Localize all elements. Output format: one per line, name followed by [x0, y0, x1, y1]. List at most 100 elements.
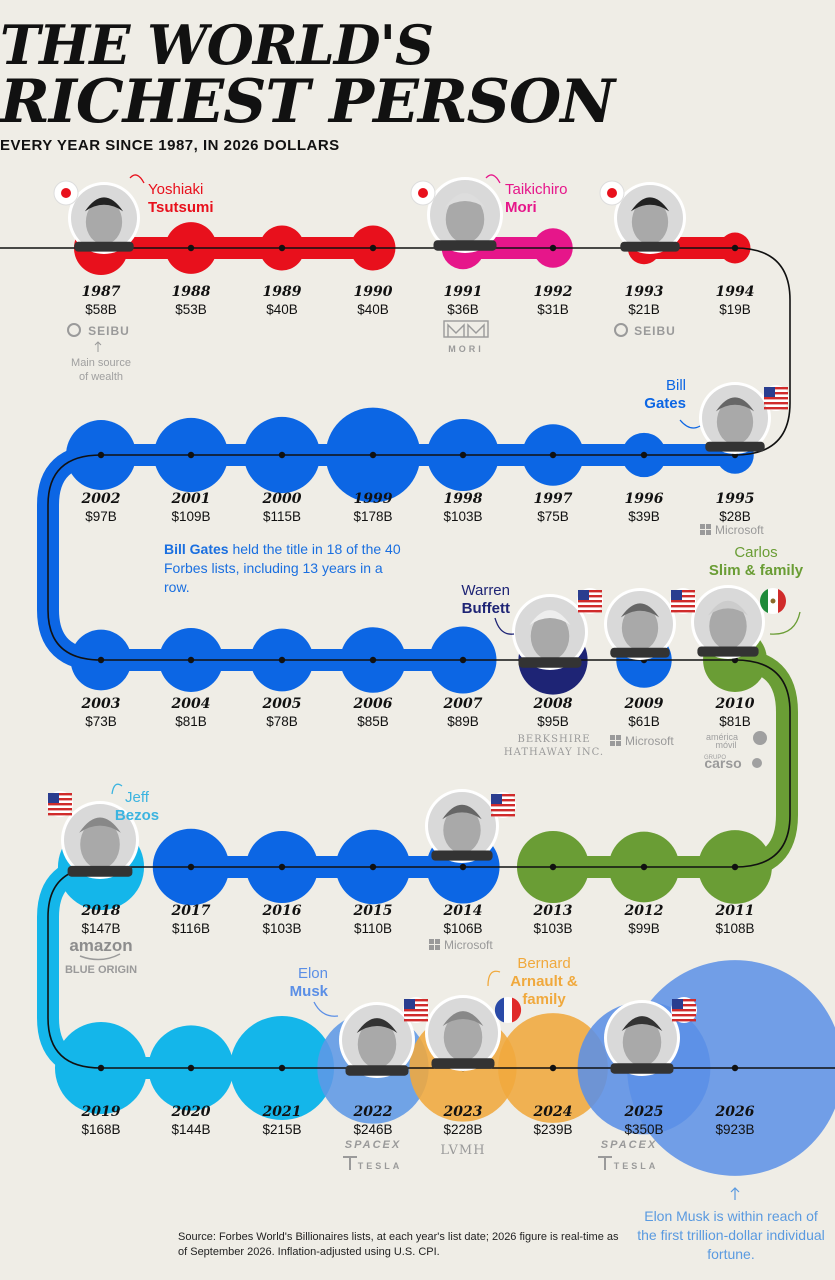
arrow-musk — [313, 1001, 339, 1017]
year-label-1996: 1996 — [625, 491, 664, 507]
year-label-2003: 2003 — [81, 696, 121, 712]
timeline-line — [0, 247, 835, 1069]
tesla-mark-icon-2022 — [343, 1156, 357, 1170]
dot-1994 — [731, 244, 739, 252]
year-label-1999: 1999 — [354, 491, 393, 507]
usa-flag-icon-2022-canton — [404, 999, 415, 1009]
microsoft-logo-2014-sq3 — [429, 945, 434, 950]
america-movil-logo-line2: móvil — [715, 740, 736, 750]
microsoft-logo-1995-sq1 — [700, 524, 705, 529]
gates-portrait-2014-hair — [442, 804, 482, 820]
america-movil-mark-icon — [753, 731, 767, 745]
person-last-slim: Slim & family — [709, 562, 804, 579]
dot-2019 — [97, 1064, 105, 1072]
amazon-smile-icon — [79, 953, 121, 961]
dot-2012 — [640, 863, 648, 871]
tsutsumi-portrait-1993-shoulders — [620, 241, 680, 252]
value-label-2009: $61B — [628, 714, 660, 729]
bezos-portrait-2018-shoulders — [67, 865, 133, 877]
japan-flag-icon-1991-sun — [418, 188, 428, 198]
usa-flag-icon-2025-stripe-4 — [672, 1019, 696, 1022]
musk-trillion-note: Elon Musk is within reach of the first t… — [637, 1208, 825, 1262]
arrow-slim — [769, 611, 801, 635]
microsoft-logo-1995-text: Microsoft — [715, 523, 764, 537]
usa-flag-icon-2009-stripe-4 — [671, 610, 695, 613]
usa-flag-icon-2025-stripe-2 — [672, 1009, 696, 1012]
microsoft-logo-2014-sq4 — [435, 945, 440, 950]
logo-layer: SEIBU Main source of wealth MORI SEIBU Micros… — [65, 320, 767, 1200]
tsutsumi-portrait-1987 — [68, 182, 140, 254]
value-label-1995: $28B — [719, 509, 751, 524]
person-last-arnault: Arnault & — [510, 973, 578, 990]
mori-portrait-1991 — [427, 177, 503, 253]
buffett-portrait-2008-hair — [529, 610, 571, 625]
usa-flag-icon-2018-stripe-3 — [48, 808, 72, 811]
person-last-bezos: Bezos — [115, 807, 159, 824]
spacex-logo-2025: SPACEX — [601, 1139, 657, 1151]
value-label-2017: $116B — [172, 921, 210, 936]
japan-flag-icon-1993-sun — [607, 188, 617, 198]
year-label-2019: 2019 — [81, 1104, 121, 1120]
dot-2013 — [549, 863, 557, 871]
buffett-portrait-2008-shoulders — [518, 657, 582, 668]
year-label-2013: 2013 — [533, 903, 573, 919]
usa-flag-icon-1995-stripe-0 — [764, 387, 788, 390]
seibu-logo-1993: SEIBU — [634, 324, 676, 338]
value-label-2001: $109B — [171, 509, 210, 524]
musk-portrait-2025-face — [622, 1018, 662, 1066]
musk-portrait-2022-face — [357, 1020, 397, 1068]
gates-portrait-2009-face — [621, 605, 659, 651]
value-label-1999: $178B — [353, 509, 392, 524]
person-first-mori: Taikichiro — [505, 181, 568, 198]
value-label-2022: $246B — [353, 1122, 392, 1137]
title-line-1: THE WORLD'S — [0, 13, 434, 77]
wealth-source-line2: of wealth — [79, 371, 123, 383]
usa-flag-icon-2014 — [490, 792, 516, 818]
year-label-2023: 2023 — [443, 1104, 483, 1120]
value-label-2007: $89B — [447, 714, 479, 729]
microsoft-logo-2009-sq1 — [610, 735, 615, 740]
person-first-arnault: Bernard — [517, 955, 570, 972]
microsoft-logo-2009-text: Microsoft — [625, 734, 674, 748]
year-label-2009: 2009 — [624, 696, 664, 712]
year-label-1993: 1993 — [625, 284, 664, 300]
usa-flag-icon-2014-stripe-0 — [491, 794, 515, 797]
dot-1997 — [549, 451, 557, 459]
value-label-2024: $239B — [533, 1122, 572, 1137]
mori-portrait-1991-face — [445, 195, 485, 243]
usa-flag-icon-1995-stripe-2 — [764, 397, 788, 400]
usa-flag-icon-2009-stripe-0 — [671, 590, 695, 593]
value-label-2008: $95B — [537, 714, 569, 729]
usa-flag-icon-2014-stripe-4 — [491, 814, 515, 817]
year-label-1997: 1997 — [534, 491, 573, 507]
dot-1998 — [459, 451, 467, 459]
france-flag-icon-2023 — [494, 997, 522, 1023]
value-label-2016: $103B — [262, 921, 301, 936]
usa-flag-icon-2009-stripe-3 — [671, 605, 695, 608]
tesla-logo-2025: TESLA — [614, 1161, 659, 1171]
dot-2014 — [459, 863, 467, 871]
value-label-2023: $228B — [443, 1122, 482, 1137]
value-label-1994: $19B — [719, 302, 751, 317]
dot-2017 — [187, 863, 195, 871]
buffett-portrait-2008-face — [530, 612, 570, 660]
person-last-mori: Mori — [505, 199, 537, 216]
dot-2007 — [459, 656, 467, 664]
year-label-2001: 2001 — [171, 491, 211, 507]
year-label-2004: 2004 — [171, 696, 211, 712]
usa-flag-icon-2022 — [403, 997, 429, 1023]
berkshire-logo-line2: HATHAWAY INC. — [504, 747, 604, 758]
value-label-2013: $103B — [533, 921, 572, 936]
usa-flag-icon-2025 — [671, 997, 697, 1023]
person-first-buffett: Warren — [461, 582, 510, 599]
value-label-2003: $73B — [85, 714, 117, 729]
band-layer — [37, 237, 798, 1079]
tsutsumi-portrait-1987-hair — [84, 197, 124, 212]
dot-2005 — [278, 656, 286, 664]
usa-flag-icon-2014-stripe-1 — [491, 799, 515, 802]
value-label-2015: $110B — [354, 921, 392, 936]
dot-2015 — [369, 863, 377, 871]
value-label-2014: $106B — [443, 921, 482, 936]
value-label-2006: $85B — [357, 714, 389, 729]
